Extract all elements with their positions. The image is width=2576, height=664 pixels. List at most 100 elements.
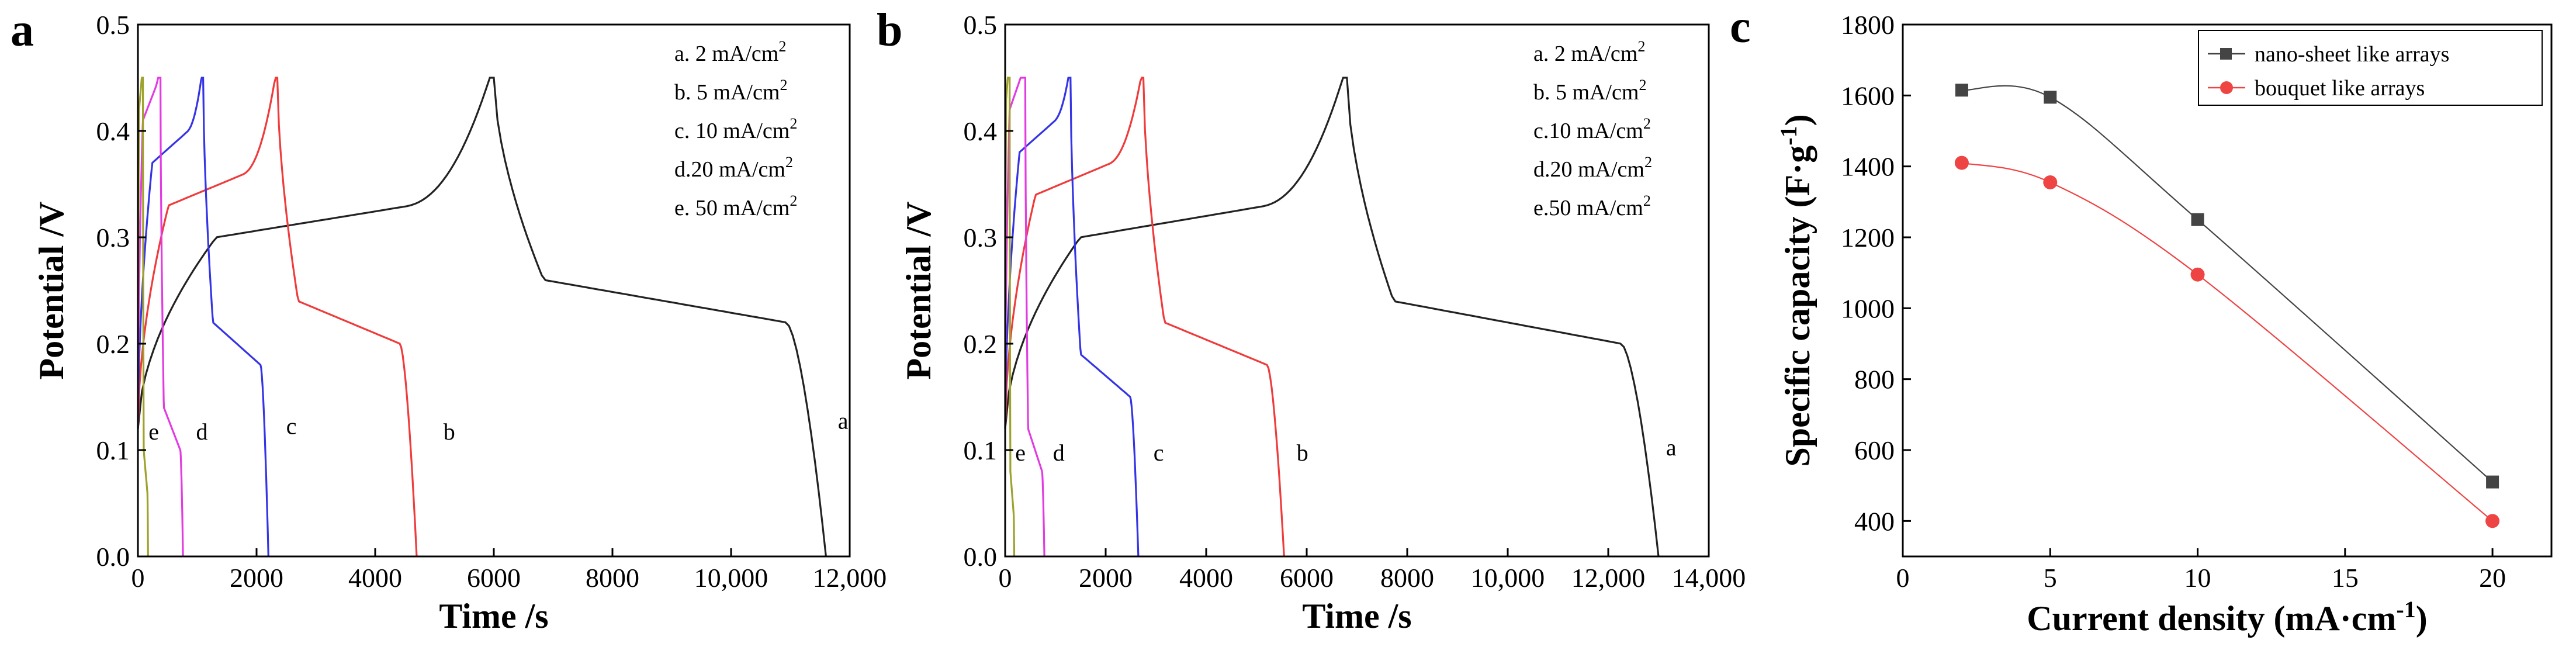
x-tick-label: 4000 xyxy=(348,563,402,593)
legend-entry-a: a. 2 mA/cm2 xyxy=(674,38,786,66)
y-tick-label: 1600 xyxy=(1841,81,1895,110)
y-tick-label: 1000 xyxy=(1841,293,1895,323)
y-axis-title: Specific capacity (F·g-1) xyxy=(1775,114,1817,466)
y-tick-label: 0.5 xyxy=(96,10,130,40)
x-tick-label: 10,000 xyxy=(694,563,768,593)
y-tick-label: 800 xyxy=(1854,365,1895,395)
y-axis-title: Potential /V xyxy=(899,202,938,380)
x-tick-label: 0 xyxy=(999,563,1012,593)
x-tick-label: 0 xyxy=(131,563,145,593)
panel-letter-b: b xyxy=(877,5,903,56)
legend-entry-d: d.20 mA/cm2 xyxy=(1533,154,1652,182)
series-line-bouquet xyxy=(1961,162,2493,522)
chart-panel-c: 0 5 10 15 20 400 600 800 1000 1200 1400 1600 1800 Cur… xyxy=(1775,10,2553,638)
y-tick-label: 400 xyxy=(1854,506,1895,536)
data-point xyxy=(1954,155,1969,170)
y-tick-label: 0.3 xyxy=(964,223,998,253)
x-tick-label: 2000 xyxy=(230,563,283,593)
data-point xyxy=(2191,213,2204,226)
curve-label-e: e xyxy=(148,419,159,445)
x-axis-title: Current density (mA·cm-1) xyxy=(2027,596,2427,638)
data-point xyxy=(2486,475,2499,489)
legend-marker xyxy=(2220,81,2233,94)
curve-label-b: b xyxy=(444,419,455,445)
x-tick-label: 5 xyxy=(2044,563,2057,593)
x-tick-label: 8000 xyxy=(586,563,639,593)
plot-frame xyxy=(1902,23,2553,558)
data-point xyxy=(2044,91,2057,104)
y-tick-label: 0.2 xyxy=(964,329,998,359)
x-axis-title: Time /s xyxy=(1302,597,1411,635)
y-tick-label: 0.1 xyxy=(96,435,130,465)
series-line-b xyxy=(137,77,418,557)
panel-letter-a: a xyxy=(11,5,34,56)
panel-letter-c: c xyxy=(1730,1,1751,53)
y-tick-label: 1800 xyxy=(1841,10,1895,40)
x-tick-label: 6000 xyxy=(467,563,521,593)
series-line-a xyxy=(137,77,827,557)
curve-label-c: c xyxy=(286,413,297,440)
legend-entry-a: a. 2 mA/cm2 xyxy=(1533,38,1645,66)
x-tick-label: 6000 xyxy=(1280,563,1334,593)
curve-label-a: a xyxy=(838,408,849,434)
series-line-nano-sheet xyxy=(1961,85,2493,483)
series-line-a xyxy=(1004,77,1660,557)
curve-label-a: a xyxy=(1666,434,1677,461)
data-point xyxy=(1955,84,1968,97)
x-tick-label: 15 xyxy=(2332,563,2359,593)
chart-panel-a: 0 2000 4000 6000 8000 10,000 12,000 0.0 0.1 0.2 0.… xyxy=(32,10,887,635)
legend-label: bouquet like arrays xyxy=(2255,76,2425,101)
series-line-c xyxy=(137,77,269,557)
y-tick-label: 0.4 xyxy=(96,116,130,146)
y-tick-label: 1200 xyxy=(1841,223,1895,253)
series-line-d xyxy=(137,77,184,557)
x-tick-label: 2000 xyxy=(1079,563,1133,593)
y-tick-label: 0.0 xyxy=(96,542,130,572)
y-tick-label: 0.4 xyxy=(964,116,998,146)
plot-frame xyxy=(1004,23,1710,558)
x-tick-label: 8000 xyxy=(1380,563,1434,593)
x-tick-label: 14,000 xyxy=(1672,563,1746,593)
series-line-d xyxy=(1004,77,1045,557)
x-tick-label: 10,000 xyxy=(1471,563,1545,593)
x-tick-label: 12,000 xyxy=(1571,563,1646,593)
x-tick-label: 20 xyxy=(2479,563,2506,593)
series-line-b xyxy=(1004,77,1285,557)
legend-entry-c: c. 10 mA/cm2 xyxy=(674,115,797,143)
curve-label-d: d xyxy=(1053,440,1065,466)
data-point xyxy=(2485,514,2500,528)
y-axis-title: Potential /V xyxy=(32,202,71,380)
curve-label-c: c xyxy=(1154,440,1164,466)
legend-marker xyxy=(2220,48,2232,60)
legend-entry-d: d.20 mA/cm2 xyxy=(674,154,793,182)
data-point xyxy=(2043,175,2058,189)
x-tick-label: 0 xyxy=(1896,563,1910,593)
y-tick-label: 0.5 xyxy=(964,10,998,40)
chart-panel-b: 0 2000 4000 6000 8000 10,000 12,000 14,000 0.0 0.… xyxy=(899,10,1746,635)
x-tick-label: 10 xyxy=(2184,563,2211,593)
data-point xyxy=(2190,267,2205,282)
x-axis-title: Time /s xyxy=(439,597,548,635)
series-line-c xyxy=(1004,77,1140,557)
y-tick-label: 1400 xyxy=(1841,152,1895,182)
legend-entry-c: c.10 mA/cm2 xyxy=(1533,115,1651,143)
legend-entry-b: b. 5 mA/cm2 xyxy=(674,77,787,105)
curve-label-e: e xyxy=(1015,440,1026,466)
y-tick-label: 0.3 xyxy=(96,223,130,253)
legend-label: nano-sheet like arrays xyxy=(2255,42,2449,67)
x-tick-label: 4000 xyxy=(1179,563,1233,593)
legend-entry-b: b. 5 mA/cm2 xyxy=(1533,77,1646,105)
legend-box xyxy=(2198,30,2543,106)
curve-label-d: d xyxy=(196,419,207,445)
series-line-e xyxy=(137,77,149,557)
curve-label-b: b xyxy=(1297,440,1308,466)
x-tick-label: 12,000 xyxy=(813,563,887,593)
legend: nano-sheet like arrays bouquet like array… xyxy=(2198,30,2543,106)
legend-entry-e: e.50 mA/cm2 xyxy=(1533,192,1651,220)
y-tick-label: 600 xyxy=(1854,435,1895,465)
y-tick-label: 0.1 xyxy=(964,435,998,465)
legend-entry-e: e. 50 mA/cm2 xyxy=(674,192,797,220)
y-tick-label: 0.2 xyxy=(96,329,130,359)
y-tick-label: 0.0 xyxy=(964,542,998,572)
